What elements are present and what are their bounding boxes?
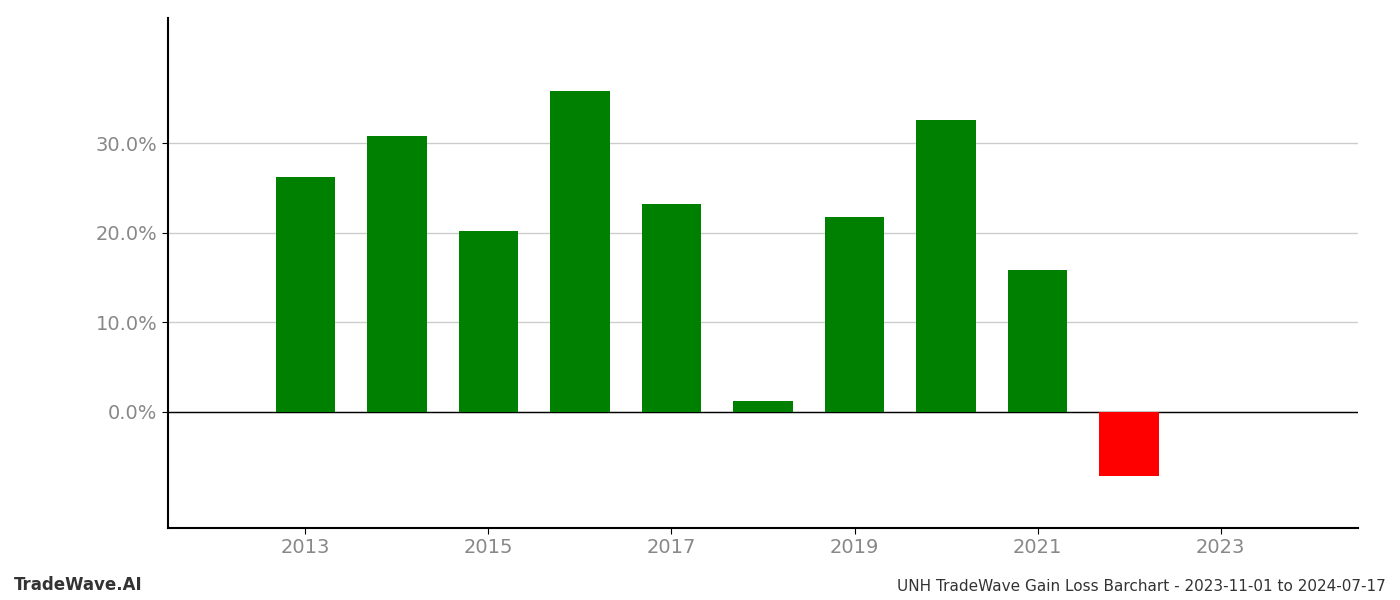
Bar <box>1099 412 1159 476</box>
Bar <box>641 204 701 412</box>
Bar <box>550 91 609 412</box>
Bar <box>734 401 792 412</box>
Bar <box>1008 271 1067 412</box>
Text: TradeWave.AI: TradeWave.AI <box>14 576 143 594</box>
Bar <box>367 136 427 412</box>
Bar <box>825 217 885 412</box>
Bar <box>917 120 976 412</box>
Bar <box>459 231 518 412</box>
Text: UNH TradeWave Gain Loss Barchart - 2023-11-01 to 2024-07-17: UNH TradeWave Gain Loss Barchart - 2023-… <box>897 579 1386 594</box>
Bar <box>276 177 335 412</box>
